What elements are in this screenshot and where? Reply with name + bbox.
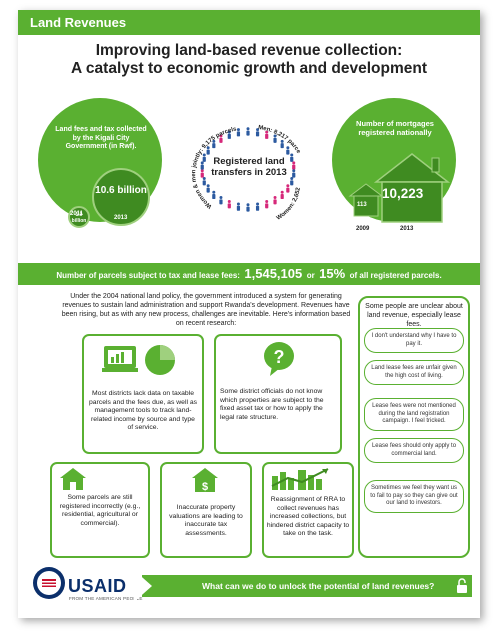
- revenue-2011-year: 2011: [70, 211, 84, 217]
- quote-bubble: Sometimes we feel they want us to fail t…: [364, 480, 464, 513]
- arrow-shape: [134, 570, 152, 602]
- man-figure-icon: [246, 203, 250, 212]
- card-officials-text: Some district officials do not know whic…: [220, 388, 324, 421]
- parcels-percent: 15%: [319, 266, 346, 281]
- man-figure-icon: [290, 177, 294, 186]
- man-figure-icon: [246, 127, 250, 136]
- parcels-stripe: Number of parcels subject to tax and lea…: [18, 263, 480, 285]
- call-to-action-text: What can we do to unlock the potential o…: [202, 581, 435, 591]
- man-figure-icon: [206, 146, 210, 155]
- revenue-2013-value: 10.6 billion: [95, 185, 147, 196]
- building-chart-icon: [271, 468, 329, 490]
- mortgage-stat-label: Number of mortgages registered nationall…: [356, 119, 434, 137]
- man-figure-icon: [206, 184, 210, 193]
- quotes-heading: Some people are unclear about land reven…: [365, 303, 463, 328]
- quote-bubble: Lease fees should only apply to commerci…: [364, 438, 464, 463]
- house-icon: [348, 153, 451, 223]
- usaid-logo-text: USAID: [68, 576, 127, 596]
- man-figure-icon: [202, 153, 206, 162]
- parcels-or: or: [306, 271, 315, 280]
- woman-figure-icon: [286, 184, 290, 193]
- revenue-2011-value: 1.9 billion: [71, 212, 87, 224]
- call-to-action-bar: What can we do to unlock the potential o…: [142, 575, 472, 597]
- parcels-prefix: Number of parcels subject to tax and lea…: [56, 271, 240, 280]
- card-data-tools: [82, 334, 204, 454]
- man-figure-icon: [273, 134, 277, 143]
- man-figure-icon: [236, 128, 241, 137]
- quote-bubble: Land lease fees are unfair given the hig…: [364, 360, 464, 385]
- headline-line2: A catalyst to economic growth and develo…: [71, 60, 427, 77]
- quote-bubble: I don't understand why I have to pay it.: [364, 328, 464, 353]
- man-figure-icon: [286, 146, 290, 155]
- house-outline-icon: [60, 468, 86, 490]
- card-valuation: [160, 462, 252, 558]
- padlock-icon: [457, 578, 467, 593]
- card-rra-text: Reassignment of RRA to collect revenues …: [266, 496, 350, 538]
- usaid-tagline: FROM THE AMERICAN PEOPLE: [69, 596, 143, 601]
- woman-figure-icon: [227, 200, 231, 209]
- usaid-seal-icon: [33, 567, 65, 599]
- man-figure-icon: [212, 139, 216, 149]
- man-figure-icon: [292, 169, 296, 178]
- revenue-stat-label: Land fees and tax collected by the Kigal…: [55, 126, 147, 150]
- woman-figure-icon: [265, 200, 269, 209]
- card-valuation-text: Inaccurate property valuations are leadi…: [169, 504, 243, 537]
- infographic-page: Land Revenues Improving land-based reven…: [18, 10, 480, 618]
- header-bar: Land Revenues: [18, 10, 480, 35]
- parcels-suffix: of all registered parcels.: [349, 271, 442, 280]
- woman-figure-icon: [265, 130, 269, 139]
- headline: Improving land-based revenue collection:…: [18, 42, 480, 78]
- man-figure-icon: [212, 190, 216, 200]
- man-figure-icon: [290, 153, 294, 162]
- woman-figure-icon: [280, 190, 284, 200]
- man-figure-icon: [255, 202, 260, 211]
- revenue-2013-year: 2013: [114, 215, 128, 221]
- svg-text:?: ?: [274, 347, 285, 367]
- transfers-label: Registered land transfers in 2013: [211, 156, 287, 178]
- woman-figure-icon: [200, 169, 204, 178]
- man-figure-icon: [202, 177, 206, 186]
- man-figure-icon: [227, 130, 231, 139]
- people-ring-chart: Women & men jointly: 9,175 parcels Men: …: [178, 114, 302, 222]
- mortgage-2009-value: 113: [357, 202, 367, 208]
- quote-bubble: Lease fees were not mentioned during the…: [364, 398, 464, 431]
- laptop-chart-icon: [102, 345, 175, 375]
- mortgage-2009-year: 2009: [356, 226, 370, 232]
- headline-line1: Improving land-based revenue collection:: [95, 42, 403, 59]
- question-bubble-icon: ?: [264, 342, 294, 376]
- woman-figure-icon: [219, 134, 223, 143]
- woman-figure-icon: [292, 161, 296, 170]
- man-figure-icon: [280, 139, 284, 149]
- svg-text:$: $: [202, 481, 208, 493]
- page-title: Land Revenues: [30, 15, 127, 30]
- card-registration-text: Some parcels are still registered incorr…: [59, 494, 141, 527]
- revenue-2013-bubble: 10.6 billion: [92, 168, 150, 226]
- revenue-2011-bubble: 1.9 billion: [68, 206, 90, 228]
- mortgage-2013-value: 10,223: [382, 186, 424, 201]
- man-figure-icon: [200, 161, 204, 170]
- dollar-house-icon: $: [192, 468, 218, 493]
- mortgage-2013-year: 2013: [400, 226, 414, 232]
- parcels-count: 1,545,105: [244, 266, 303, 281]
- intro-paragraph: Under the 2004 national land policy, the…: [61, 293, 351, 327]
- man-figure-icon: [255, 128, 260, 137]
- card-data-tools-text: Most districts lack data on taxable parc…: [88, 390, 198, 432]
- man-figure-icon: [219, 196, 223, 205]
- man-figure-icon: [236, 202, 241, 211]
- woman-figure-icon: [273, 196, 277, 205]
